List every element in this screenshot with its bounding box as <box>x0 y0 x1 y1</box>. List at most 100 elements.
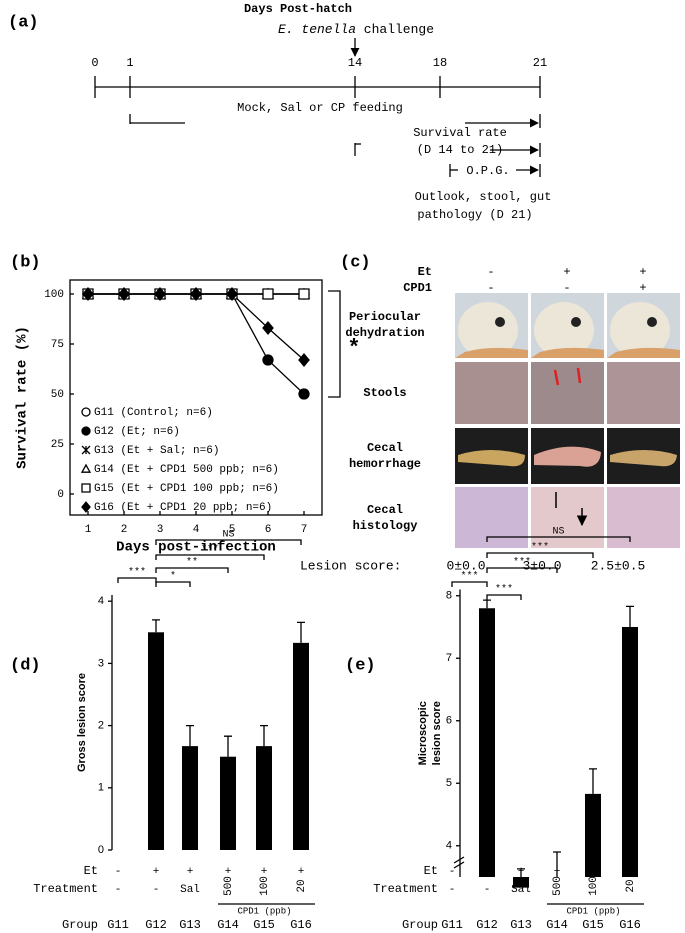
photo <box>534 302 594 358</box>
error-bar <box>626 605 634 627</box>
significance-label: NS <box>222 530 234 541</box>
photo <box>607 347 680 358</box>
feeding-label: Mock, Sal or CP feeding <box>237 101 403 115</box>
condition-value: - <box>484 884 491 896</box>
condition-value: 20 <box>625 879 637 892</box>
y-axis-label: Gross lesion score <box>76 673 88 772</box>
significance-bracket <box>117 577 157 583</box>
category-label: G13 <box>510 918 532 932</box>
y-tick-label: 6 <box>446 715 452 727</box>
photo <box>607 362 680 424</box>
photo <box>610 302 670 358</box>
photo <box>610 450 677 467</box>
y-tick-label: 8 <box>446 590 452 602</box>
error-bar <box>297 621 305 643</box>
timeline-title: Days Post-hatch <box>244 2 352 16</box>
bar <box>148 632 164 850</box>
marker <box>80 463 92 473</box>
marker <box>298 288 310 300</box>
photo <box>534 446 601 467</box>
significance-bracket <box>486 594 522 600</box>
category-label: G14 <box>546 918 568 932</box>
significance-label: * <box>347 336 360 361</box>
condition-value: 500 <box>552 876 564 896</box>
condition-value: - <box>115 866 122 878</box>
x-axis-label: Days post-infection <box>116 540 276 556</box>
factor-label: CPD1 <box>403 281 432 295</box>
category-label: G12 <box>476 918 498 932</box>
marker <box>82 286 94 302</box>
marker <box>262 288 274 300</box>
significance-label: *** <box>495 584 513 596</box>
marker <box>298 352 310 368</box>
panel-label: (a) <box>8 13 39 32</box>
outlook-label: Outlook, stool, gut <box>415 190 552 204</box>
condition-value: - <box>115 884 122 896</box>
day-label: 0 <box>91 56 98 70</box>
bar <box>585 793 601 877</box>
condition-label: Treatment <box>33 882 98 896</box>
photo <box>458 302 518 358</box>
survival-label: Survival rate <box>413 126 507 140</box>
y-tick-label: 5 <box>446 777 452 789</box>
marker <box>81 426 91 436</box>
bar <box>479 608 495 877</box>
x-tick-label: 1 <box>85 524 92 536</box>
marker <box>262 354 274 366</box>
x-tick-label: 4 <box>193 524 200 536</box>
y-axis-label: lesion score <box>431 701 443 765</box>
organism: E. tenella <box>278 22 356 37</box>
day-label: 1 <box>126 56 133 70</box>
condition-value: Sal <box>511 884 531 896</box>
error-bar <box>152 619 160 633</box>
outlook-label: pathology (D 21) <box>417 208 532 222</box>
treatment-group: CPD1 (ppb) <box>566 906 620 916</box>
error-bar <box>224 735 232 757</box>
bar <box>622 627 638 877</box>
bar <box>182 746 198 850</box>
category-label: G15 <box>253 918 275 932</box>
photo <box>531 362 604 424</box>
condition-value: + <box>554 866 561 878</box>
significance-bracket <box>155 554 265 560</box>
significance-label: NS <box>552 527 564 538</box>
y-tick-label: 100 <box>44 289 64 301</box>
significance-bracket <box>155 567 229 573</box>
lesion-score: 3±0.0 <box>522 558 561 573</box>
row-label: Stools <box>363 386 406 400</box>
condition-value: + <box>484 866 491 878</box>
bar <box>256 746 272 850</box>
lesion-score: 2.5±0.5 <box>591 558 646 573</box>
series-line <box>88 293 305 395</box>
condition-value: + <box>298 866 305 878</box>
condition-value: + <box>627 866 634 878</box>
day-label: 21 <box>533 56 547 70</box>
marker <box>118 286 130 302</box>
y-tick-label: 4 <box>446 840 452 852</box>
challenge: challenge <box>356 22 434 37</box>
significance-label: *** <box>460 571 478 583</box>
y-tick-label: 1 <box>98 782 104 794</box>
condition-value: 500 <box>223 876 235 896</box>
marker <box>298 388 310 400</box>
arrow <box>555 492 582 525</box>
category-label: G11 <box>441 918 463 932</box>
panel-label: (d) <box>10 656 41 675</box>
day-label: 14 <box>348 56 362 70</box>
photo <box>607 487 680 548</box>
plot-frame <box>69 279 323 516</box>
x-tick-label: 2 <box>121 524 128 536</box>
y-tick-label: 75 <box>51 339 64 351</box>
y-tick-label: 2 <box>98 720 104 732</box>
significance-bracket <box>155 539 302 545</box>
legend-label: G11 (Control; n=6) <box>94 407 213 419</box>
condition-value: + <box>225 866 232 878</box>
marker <box>81 407 91 417</box>
photo-grid <box>455 293 680 548</box>
condition-value: Sal <box>180 884 200 896</box>
category-label: G12 <box>145 918 167 932</box>
significance-label: *** <box>513 557 531 569</box>
survival-label: (D 14 to 21) <box>417 143 503 157</box>
group-label: Group <box>402 918 438 932</box>
significance-bracket <box>451 581 488 587</box>
